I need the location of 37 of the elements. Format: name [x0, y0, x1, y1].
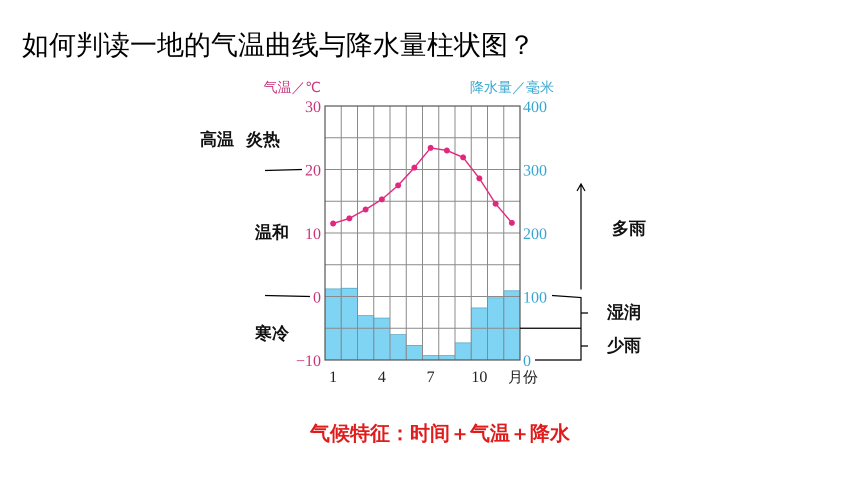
y2-tick-label: 100	[523, 290, 547, 306]
x-tick-label: 1	[329, 369, 338, 386]
y-tick-label: 10	[305, 226, 321, 243]
point	[444, 147, 450, 154]
x-tick-label: 7	[426, 369, 435, 386]
chart-title: 如何判读一地的气温曲线与降水量柱状图？	[22, 30, 535, 61]
y-tick-label: 0	[313, 290, 321, 306]
y-tick-label: 20	[305, 162, 321, 180]
point	[460, 154, 466, 160]
y2-tick-label: 300	[523, 162, 547, 180]
x-tick-label: 10	[471, 369, 488, 386]
y-tick-label: 30	[305, 99, 321, 116]
text: 寒冷	[254, 324, 290, 344]
point	[508, 220, 515, 226]
text: 多雨	[612, 219, 646, 239]
x-tick-label: 4	[378, 369, 386, 386]
point	[346, 215, 352, 222]
point	[330, 220, 336, 226]
y-tick-label: −10	[296, 353, 321, 370]
text: 少雨	[607, 336, 641, 356]
y-axis-title: 气温／℃	[263, 80, 321, 96]
text: 高温 炎热	[200, 130, 280, 150]
y2-axis-title: 降水量／毫米	[470, 80, 554, 96]
y2-tick-label: 0	[523, 353, 531, 370]
text: 湿润	[606, 303, 641, 323]
text: 气候特征：时间＋气温＋降水	[309, 421, 571, 445]
point	[492, 200, 499, 207]
point	[428, 144, 434, 151]
point	[395, 182, 402, 188]
text: 温和	[254, 223, 289, 243]
y2-tick-label: 400	[523, 99, 547, 116]
point	[476, 175, 482, 182]
y2-tick-label: 200	[523, 226, 547, 243]
point	[378, 196, 385, 202]
point	[411, 164, 418, 171]
point	[362, 206, 369, 213]
x-axis-title: 月份	[508, 368, 538, 386]
